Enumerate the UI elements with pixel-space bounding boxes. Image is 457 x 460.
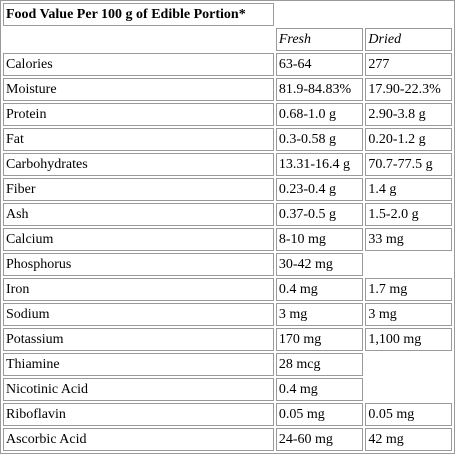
nutrient-name: Potassium: [3, 328, 274, 351]
table-row: Moisture 81.9-84.83% 17.90-22.3%: [3, 78, 452, 101]
dried-value: 277: [365, 53, 452, 76]
empty-cell: [365, 3, 452, 26]
table-row: Ascorbic Acid 24-60 mg 42 mg: [3, 428, 452, 451]
nutrient-name: Ash: [3, 203, 274, 226]
dried-value: 1.5-2.0 g: [365, 203, 452, 226]
table-title: Food Value Per 100 g of Edible Portion*: [3, 3, 274, 26]
column-header-dried: Dried: [365, 28, 452, 51]
dried-value: 17.90-22.3%: [365, 78, 452, 101]
table-row: Calcium 8-10 mg 33 mg: [3, 228, 452, 251]
fresh-value: 0.68-1.0 g: [275, 103, 364, 126]
nutrient-name: Calories: [3, 53, 274, 76]
dried-value: 1.7 mg: [365, 278, 452, 301]
table-row: Fiber 0.23-0.4 g 1.4 g: [3, 178, 452, 201]
fresh-value: 170 mg: [275, 328, 364, 351]
table-row: Ash 0.37-0.5 g 1.5-2.0 g: [3, 203, 452, 226]
dried-value: 0.05 mg: [365, 403, 452, 426]
nutrient-name: Riboflavin: [3, 403, 274, 426]
table-row: Calories 63-64 277: [3, 53, 452, 76]
fresh-value: 8-10 mg: [275, 228, 364, 251]
dried-value: 1,100 mg: [365, 328, 452, 351]
table-row: Iron 0.4 mg 1.7 mg: [3, 278, 452, 301]
nutrient-name: Calcium: [3, 228, 274, 251]
fresh-value: 81.9-84.83%: [275, 78, 364, 101]
table-row: Sodium 3 mg 3 mg: [3, 303, 452, 326]
table-row: Thiamine 28 mcg: [3, 353, 452, 376]
fresh-value: 13.31-16.4 g: [275, 153, 364, 176]
fresh-value: 0.05 mg: [275, 403, 364, 426]
column-header-fresh: Fresh: [275, 28, 364, 51]
nutrient-name: Sodium: [3, 303, 274, 326]
nutrient-name: Carbohydrates: [3, 153, 274, 176]
table-row: Riboflavin 0.05 mg 0.05 mg: [3, 403, 452, 426]
table-row: Phosphorus 30-42 mg: [3, 253, 452, 276]
dried-value: 33 mg: [365, 228, 452, 251]
table-row: Nicotinic Acid 0.4 mg: [3, 378, 452, 401]
fresh-value: 0.37-0.5 g: [275, 203, 364, 226]
table-row: Carbohydrates 13.31-16.4 g 70.7-77.5 g: [3, 153, 452, 176]
nutrient-name: Fat: [3, 128, 274, 151]
fresh-value: 24-60 mg: [275, 428, 364, 451]
fresh-value: 0.23-0.4 g: [275, 178, 364, 201]
empty-cell: [276, 3, 364, 26]
fresh-value: 63-64: [275, 53, 364, 76]
fresh-value: 0.4 mg: [275, 378, 364, 401]
dried-value: 1.4 g: [365, 178, 452, 201]
dried-value: 70.7-77.5 g: [365, 153, 452, 176]
empty-cell: [365, 378, 452, 401]
nutrient-name: Nicotinic Acid: [3, 378, 274, 401]
fresh-value: 3 mg: [275, 303, 364, 326]
nutrient-name: Protein: [3, 103, 274, 126]
fresh-value: 30-42 mg: [275, 253, 364, 276]
fresh-value: 0.4 mg: [275, 278, 364, 301]
table-body: Food Value Per 100 g of Edible Portion* …: [3, 3, 452, 451]
table-row: Protein 0.68-1.0 g 2.90-3.8 g: [3, 103, 452, 126]
dried-value: 42 mg: [365, 428, 452, 451]
nutrient-name: Fiber: [3, 178, 274, 201]
nutrient-name: Moisture: [3, 78, 274, 101]
dried-value: 0.20-1.2 g: [365, 128, 452, 151]
nutrient-name: Iron: [3, 278, 274, 301]
table-row: Fat 0.3-0.58 g 0.20-1.2 g: [3, 128, 452, 151]
nutrient-name: Phosphorus: [3, 253, 274, 276]
fresh-value: 0.3-0.58 g: [275, 128, 364, 151]
table-row: Potassium 170 mg 1,100 mg: [3, 328, 452, 351]
fresh-value: 28 mcg: [275, 353, 364, 376]
nutrient-name: Ascorbic Acid: [3, 428, 274, 451]
dried-value: 3 mg: [365, 303, 452, 326]
table-title-row: Food Value Per 100 g of Edible Portion*: [3, 3, 452, 26]
nutrient-name: Thiamine: [3, 353, 274, 376]
column-header-row: Fresh Dried: [3, 28, 452, 51]
empty-cell: [365, 253, 452, 276]
empty-cell: [3, 28, 274, 51]
dried-value: 2.90-3.8 g: [365, 103, 452, 126]
empty-cell: [365, 353, 452, 376]
